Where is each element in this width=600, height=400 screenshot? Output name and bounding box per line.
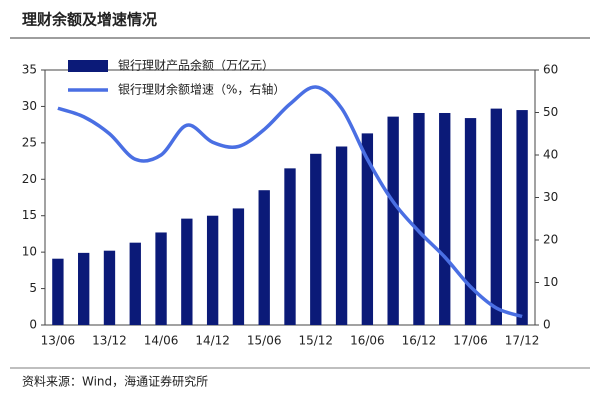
y2-tick-label: 30 — [543, 190, 558, 204]
bar — [129, 242, 141, 325]
y2-tick-label: 20 — [543, 233, 558, 247]
y-tick-label: 5 — [29, 281, 37, 295]
y-tick-label: 15 — [22, 208, 37, 222]
bar — [490, 108, 502, 325]
y-tick-label: 35 — [22, 63, 37, 77]
bar — [155, 232, 167, 325]
x-tick-label: 17/12 — [505, 334, 540, 348]
bar — [232, 208, 245, 325]
bar — [258, 190, 270, 325]
y-tick-label: 0 — [29, 318, 37, 332]
bar — [413, 112, 425, 325]
source: 资料来源：Wind，海通证券研究所 — [22, 374, 208, 389]
legend-label: 银行理财产品余额（万亿元） — [118, 58, 274, 73]
x-tick-label: 14/12 — [195, 334, 230, 348]
bar — [387, 116, 399, 325]
bar — [52, 258, 64, 325]
legend-label: 银行理财余额增速（%，右轴） — [118, 82, 285, 97]
chart-title: 理财余额及增速情况 — [22, 11, 157, 29]
x-tick-label: 15/06 — [247, 334, 282, 348]
x-tick-label: 15/12 — [298, 334, 333, 348]
bar — [310, 153, 322, 325]
y-tick-label: 30 — [22, 99, 37, 113]
y-tick-label: 10 — [22, 245, 37, 259]
y2-tick-label: 0 — [543, 318, 551, 332]
y2-tick-label: 10 — [543, 275, 558, 289]
y-tick-label: 25 — [22, 135, 37, 149]
x-tick-label: 14/06 — [144, 334, 179, 348]
bar — [78, 252, 90, 325]
bar — [516, 110, 528, 325]
bar — [361, 133, 374, 325]
x-tick-label: 16/06 — [350, 334, 385, 348]
x-tick-label: 13/06 — [41, 334, 76, 348]
y2-tick-label: 60 — [543, 63, 558, 77]
x-tick-label: 13/12 — [92, 334, 127, 348]
bar — [284, 168, 296, 325]
bar — [464, 118, 477, 325]
x-tick-label: 17/06 — [453, 334, 488, 348]
y2-tick-label: 50 — [543, 105, 558, 119]
y2-tick-label: 40 — [543, 148, 558, 162]
bar — [103, 250, 116, 325]
bar — [206, 215, 219, 325]
bar — [181, 218, 193, 325]
bar — [335, 146, 348, 325]
legend-swatch — [68, 60, 108, 72]
x-tick-label: 16/12 — [402, 334, 437, 348]
line — [57, 85, 523, 319]
y-tick-label: 20 — [22, 172, 37, 186]
bar — [439, 112, 451, 325]
